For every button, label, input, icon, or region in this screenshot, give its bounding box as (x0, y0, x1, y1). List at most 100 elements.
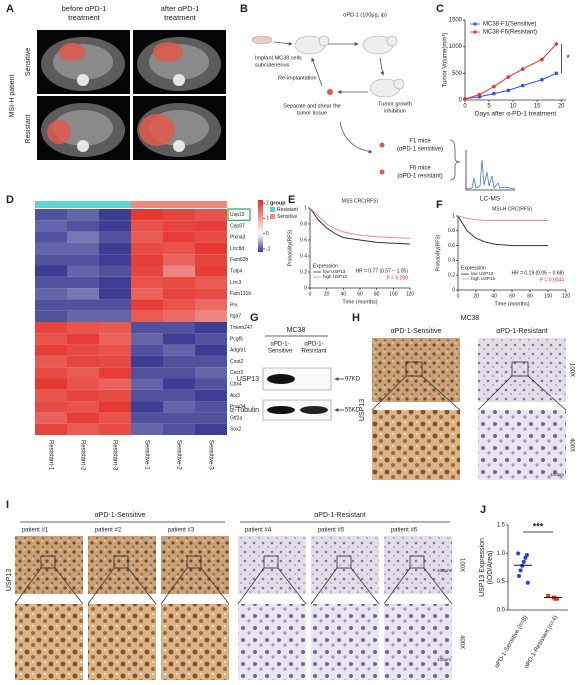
column-label: Resistant-1 (47, 440, 53, 471)
label: patient #1 (22, 528, 49, 534)
label: Resistant (301, 349, 326, 355)
zoom-box (263, 555, 279, 569)
series-line (457, 215, 548, 221)
y-tick-label: 0.8 (300, 221, 307, 227)
y-tick-label: 1 (304, 205, 307, 211)
arrow (311, 57, 323, 87)
label: F6 mice (409, 166, 431, 172)
ct-tumor (47, 120, 71, 144)
panel-label: F (436, 199, 443, 211)
label: Tumor growth (378, 101, 412, 107)
label: (αPD-1 resistant) (397, 174, 442, 180)
zoom-box (511, 361, 529, 377)
legend-label: low USP13 (471, 271, 494, 276)
heatmap-cell (67, 231, 99, 243)
legend-label: MC38-F1(Sensitive) (483, 22, 536, 28)
heatmap-cell (35, 220, 67, 232)
ihc-image (311, 604, 379, 680)
ihc-image (15, 604, 83, 680)
point (492, 84, 496, 89)
label: 97KD (345, 377, 361, 383)
point (554, 42, 559, 46)
heatmap-cell (99, 242, 131, 255)
ihc-image (372, 338, 460, 402)
ihc-image (161, 604, 229, 680)
legend-swatch (270, 214, 275, 219)
row-label: Tulp4 (230, 268, 243, 274)
heatmap-cell (35, 367, 67, 379)
x-tick-label: 80 (374, 291, 380, 297)
heatmap-cell (131, 288, 163, 300)
zoom-line (423, 567, 453, 605)
label: αPD-1-Resistant (496, 328, 548, 335)
label: 100μm (437, 657, 451, 662)
zoom-line (350, 567, 380, 605)
panel-label: G (250, 312, 259, 324)
row-label: Alx3 (230, 393, 240, 399)
row-label: Fam63b (230, 257, 249, 263)
tumor-tissue (379, 142, 385, 148)
arrow (339, 121, 373, 154)
colorbar-label: 2 (266, 200, 269, 206)
heatmap-cell (131, 242, 163, 255)
ihc-image (161, 536, 229, 594)
row-label: Itga7 (230, 314, 241, 320)
heatmap-cell (195, 333, 227, 345)
heatmap-cell (195, 389, 227, 402)
zoom-line (383, 567, 411, 605)
colorbar-label: 0 (266, 231, 269, 237)
zoom-box (40, 555, 56, 569)
series-line (309, 207, 411, 239)
legend-marker (473, 30, 477, 34)
heatmap-cell (131, 322, 163, 334)
heatmap-cell (99, 355, 131, 368)
panel-label: C (436, 3, 444, 15)
point (506, 75, 511, 79)
zoom-line (421, 375, 461, 411)
legend-label: low USP13 (323, 269, 346, 274)
label: 100X (568, 363, 574, 377)
heatmap-cell (35, 265, 67, 277)
y-tick-label: 0.6 (448, 243, 455, 249)
heatmap-cell (195, 344, 227, 356)
legend-marker (473, 22, 477, 26)
zoom-line (14, 567, 42, 605)
label: αPD-1-Sensitive (95, 512, 146, 519)
blot-band (300, 406, 328, 414)
heatmap-cell (163, 209, 195, 221)
ihc-image (372, 410, 460, 480)
y-tick-label: 1.5 (497, 523, 506, 529)
heatmap-cell (67, 412, 99, 424)
zoom-box (186, 555, 202, 569)
heatmap-cell (67, 355, 99, 368)
annotation: *** (533, 521, 544, 531)
row-label: Lrrc3 (230, 280, 242, 286)
heatmap-cell (163, 355, 195, 368)
legend-title: Expression (313, 263, 338, 269)
label: F1 mice (409, 139, 431, 145)
row-label: Prss34 (230, 404, 246, 410)
heatmap-cell (195, 322, 227, 334)
row-label: Cbx4 (230, 381, 242, 387)
x-axis-label: Time (months) (494, 301, 529, 307)
label: patient #5 (318, 528, 345, 534)
column-label: Resistant-3 (111, 440, 117, 471)
heatmap-cell (163, 242, 195, 255)
row-label: Tmem247 (230, 325, 253, 331)
row-label: Fam131b (230, 291, 251, 297)
row-label: Lrrc8d (230, 246, 244, 252)
heatmap-cell (195, 220, 227, 232)
x-tick-label: 0 (457, 293, 460, 299)
mouse-head (318, 35, 330, 47)
heatmap-cell (131, 231, 163, 243)
group-bar (131, 201, 163, 208)
panel-label: J (480, 504, 486, 516)
heatmap-cell (131, 378, 163, 390)
point (525, 580, 530, 585)
mouse-head (393, 78, 405, 90)
ihc-image (238, 604, 306, 680)
colorbar-label: -1 (266, 246, 271, 252)
panel-label: B (240, 3, 248, 15)
label: α-Tubulin (230, 407, 259, 414)
